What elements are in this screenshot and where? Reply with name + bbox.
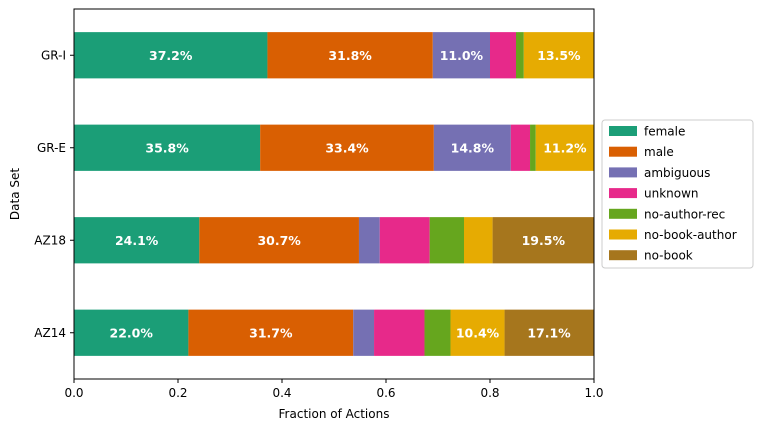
y-tick-label: GR-E [37,141,66,155]
bar-segment-az14-no-book-author [450,309,505,356]
legend-swatch-unknown [609,188,637,199]
legend-label-no-book: no-book [644,249,693,263]
plot-frame [73,8,595,380]
bar-segment-gr-i-male [267,32,433,79]
bar-segment-gr-i-no-author-rec [516,32,524,79]
bar-segment-az14-no-book [504,309,594,356]
bar-segment-gr-e-ambiguous [433,124,511,171]
data-label: 37.2% [149,48,193,63]
bar-segment-gr-i-ambiguous [432,32,490,79]
data-label: 11.2% [543,140,587,155]
legend-label-male: male [644,145,674,159]
bar-segment-az18-unknown [379,217,430,264]
bar-segment-gr-e-unknown [510,124,531,171]
bar-segment-gr-i-no-book-author [523,32,594,79]
x-tick-label: 0.8 [480,386,499,400]
x-tick-label: 0.2 [168,386,187,400]
bar-labels-group: 37.2% 31.8% 11.0% 13.5% 35.8% 33.4% 14.8% 11.2%… [110,48,588,341]
data-label: 35.8% [145,140,189,155]
legend-label-ambiguous: ambiguous [644,166,710,180]
bar-segment-gr-e-female [74,124,261,171]
data-label: 17.1% [527,325,571,340]
data-label: 33.4% [325,140,369,155]
legend-swatch-female [609,126,637,136]
bar-segment-gr-e-no-book-author [535,124,594,171]
legend-box [601,119,754,269]
data-label: 24.1% [115,233,159,248]
bar-segment-az14-female [74,309,189,356]
bars-group [74,32,594,356]
x-axis-label: Fraction of Actions [279,407,390,421]
legend-swatch-male [609,146,637,157]
data-label: 19.5% [522,233,566,248]
x-tick-label: 0.6 [376,386,395,400]
legend-swatch-no-book [609,250,637,261]
bar-segment-az14-no-author-rec [424,309,451,356]
y-axis-label: Data Set [8,168,22,220]
legend-label-female: female [644,125,685,139]
bar-segment-az18-no-book [492,217,594,264]
data-label: 31.8% [328,48,372,63]
data-label: 30.7% [257,233,301,248]
bar-segment-az14-unknown [374,309,425,356]
bar-segment-gr-i-female [74,32,268,79]
data-label: 22.0% [110,325,154,340]
bar-segment-gr-e-male [260,124,434,171]
x-axis-ticks: 0.0 0.2 0.4 0.6 0.8 1.0 [64,379,604,400]
x-tick-label: 0.4 [272,386,291,400]
bar-segment-az18-ambiguous [358,217,380,264]
data-label: 13.5% [537,48,581,63]
bar-segment-gr-e-no-author-rec [530,124,536,171]
legend-swatch-ambiguous [609,167,637,178]
bar-segment-gr-i-unknown [490,32,516,79]
y-axis-ticks: GR-I GR-E AZ18 AZ14 [34,48,74,340]
legend: female male ambiguous unknown no-author-rec n… [601,119,754,269]
bar-segment-az18-female [74,217,200,264]
data-label: 14.8% [451,140,495,155]
x-tick-label: 1.0 [584,386,603,400]
data-label: 31.7% [249,325,293,340]
legend-label-no-author-rec: no-author-rec [644,207,725,221]
bar-segment-az18-no-book-author [464,217,493,264]
y-tick-label: AZ14 [34,326,66,340]
bar-segment-az18-no-author-rec [429,217,464,264]
legend-swatch-no-book-author [609,229,637,240]
legend-label-unknown: unknown [644,187,699,201]
y-tick-label: GR-I [41,48,66,62]
legend-label-no-book-author: no-book-author [644,228,737,242]
legend-swatch-no-author-rec [609,208,637,219]
data-label: 10.4% [456,325,500,340]
y-tick-label: AZ18 [34,233,66,247]
bar-segment-az14-male [188,309,354,356]
bar-segment-az18-male [199,217,359,264]
data-label: 11.0% [440,48,484,63]
bar-segment-az14-ambiguous [353,309,375,356]
x-tick-label: 0.0 [64,386,83,400]
